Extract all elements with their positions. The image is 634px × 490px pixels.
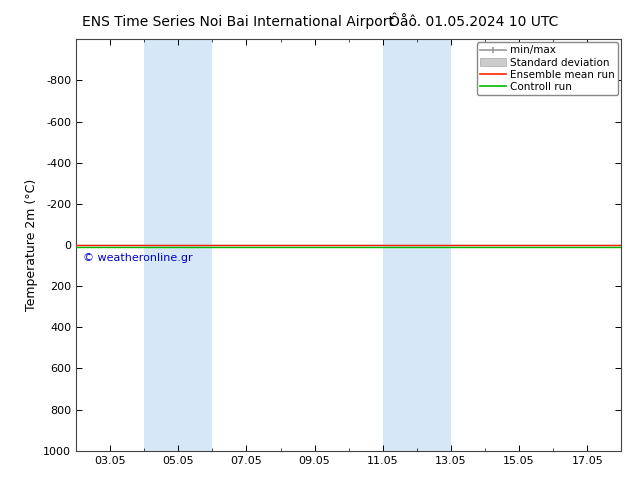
- Bar: [144, 39, 212, 451]
- Legend: min/max, Standard deviation, Ensemble mean run, Controll run: min/max, Standard deviation, Ensemble me…: [477, 42, 618, 95]
- Text: Ôåô. 01.05.2024 10 UTC: Ôåô. 01.05.2024 10 UTC: [389, 15, 558, 29]
- Y-axis label: Temperature 2m (°C): Temperature 2m (°C): [25, 179, 37, 311]
- Text: ENS Time Series Noi Bai International Airport: ENS Time Series Noi Bai International Ai…: [82, 15, 394, 29]
- Bar: [383, 39, 451, 451]
- Text: © weatheronline.gr: © weatheronline.gr: [83, 253, 193, 263]
